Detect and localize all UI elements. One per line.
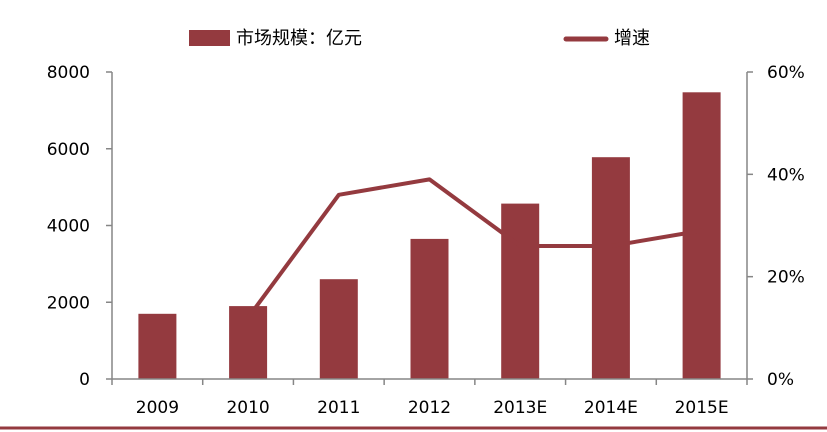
x-tick-label: 2014E [584,398,638,418]
x-tick-label: 2012 [408,398,451,418]
bar-2013e [501,203,540,379]
left-tick-label: 4000 [47,217,90,237]
legend-label-growth-rate: 增速 [614,28,650,49]
bar-2009 [138,313,177,379]
bar-2014e [591,157,630,379]
tick-labels: 0 2000 4000 6000 8000 0% 20% 40% 60% 2009 2010 2011… [47,63,805,418]
right-tick-label: 20% [767,268,805,288]
bar-2015e [682,92,721,380]
bar-2012 [410,238,449,379]
left-tick-label: 2000 [47,293,90,313]
right-tick-label: 0% [767,370,794,390]
x-tick-label: 2010 [226,398,269,418]
growth-rate-line [246,177,704,320]
right-tick-label: 40% [767,165,805,185]
left-tick-label: 8000 [47,63,90,83]
legend-label-market-size: 市场规模：亿元 [236,28,362,49]
axes [106,71,753,385]
left-tick-label: 0 [79,370,90,390]
legend: 市场规模：亿元 增速 [189,28,650,49]
x-tick-label: 2011 [317,398,360,418]
line-series [246,177,704,320]
bar-series [138,92,721,380]
x-tick-label: 2013E [493,398,547,418]
legend-swatch-market-size [189,30,230,46]
left-tick-label: 6000 [47,140,90,160]
x-tick-label: 2009 [136,398,179,418]
x-tick-label: 2015E [675,398,729,418]
bar-2011 [319,279,358,379]
right-tick-label: 60% [767,63,805,83]
